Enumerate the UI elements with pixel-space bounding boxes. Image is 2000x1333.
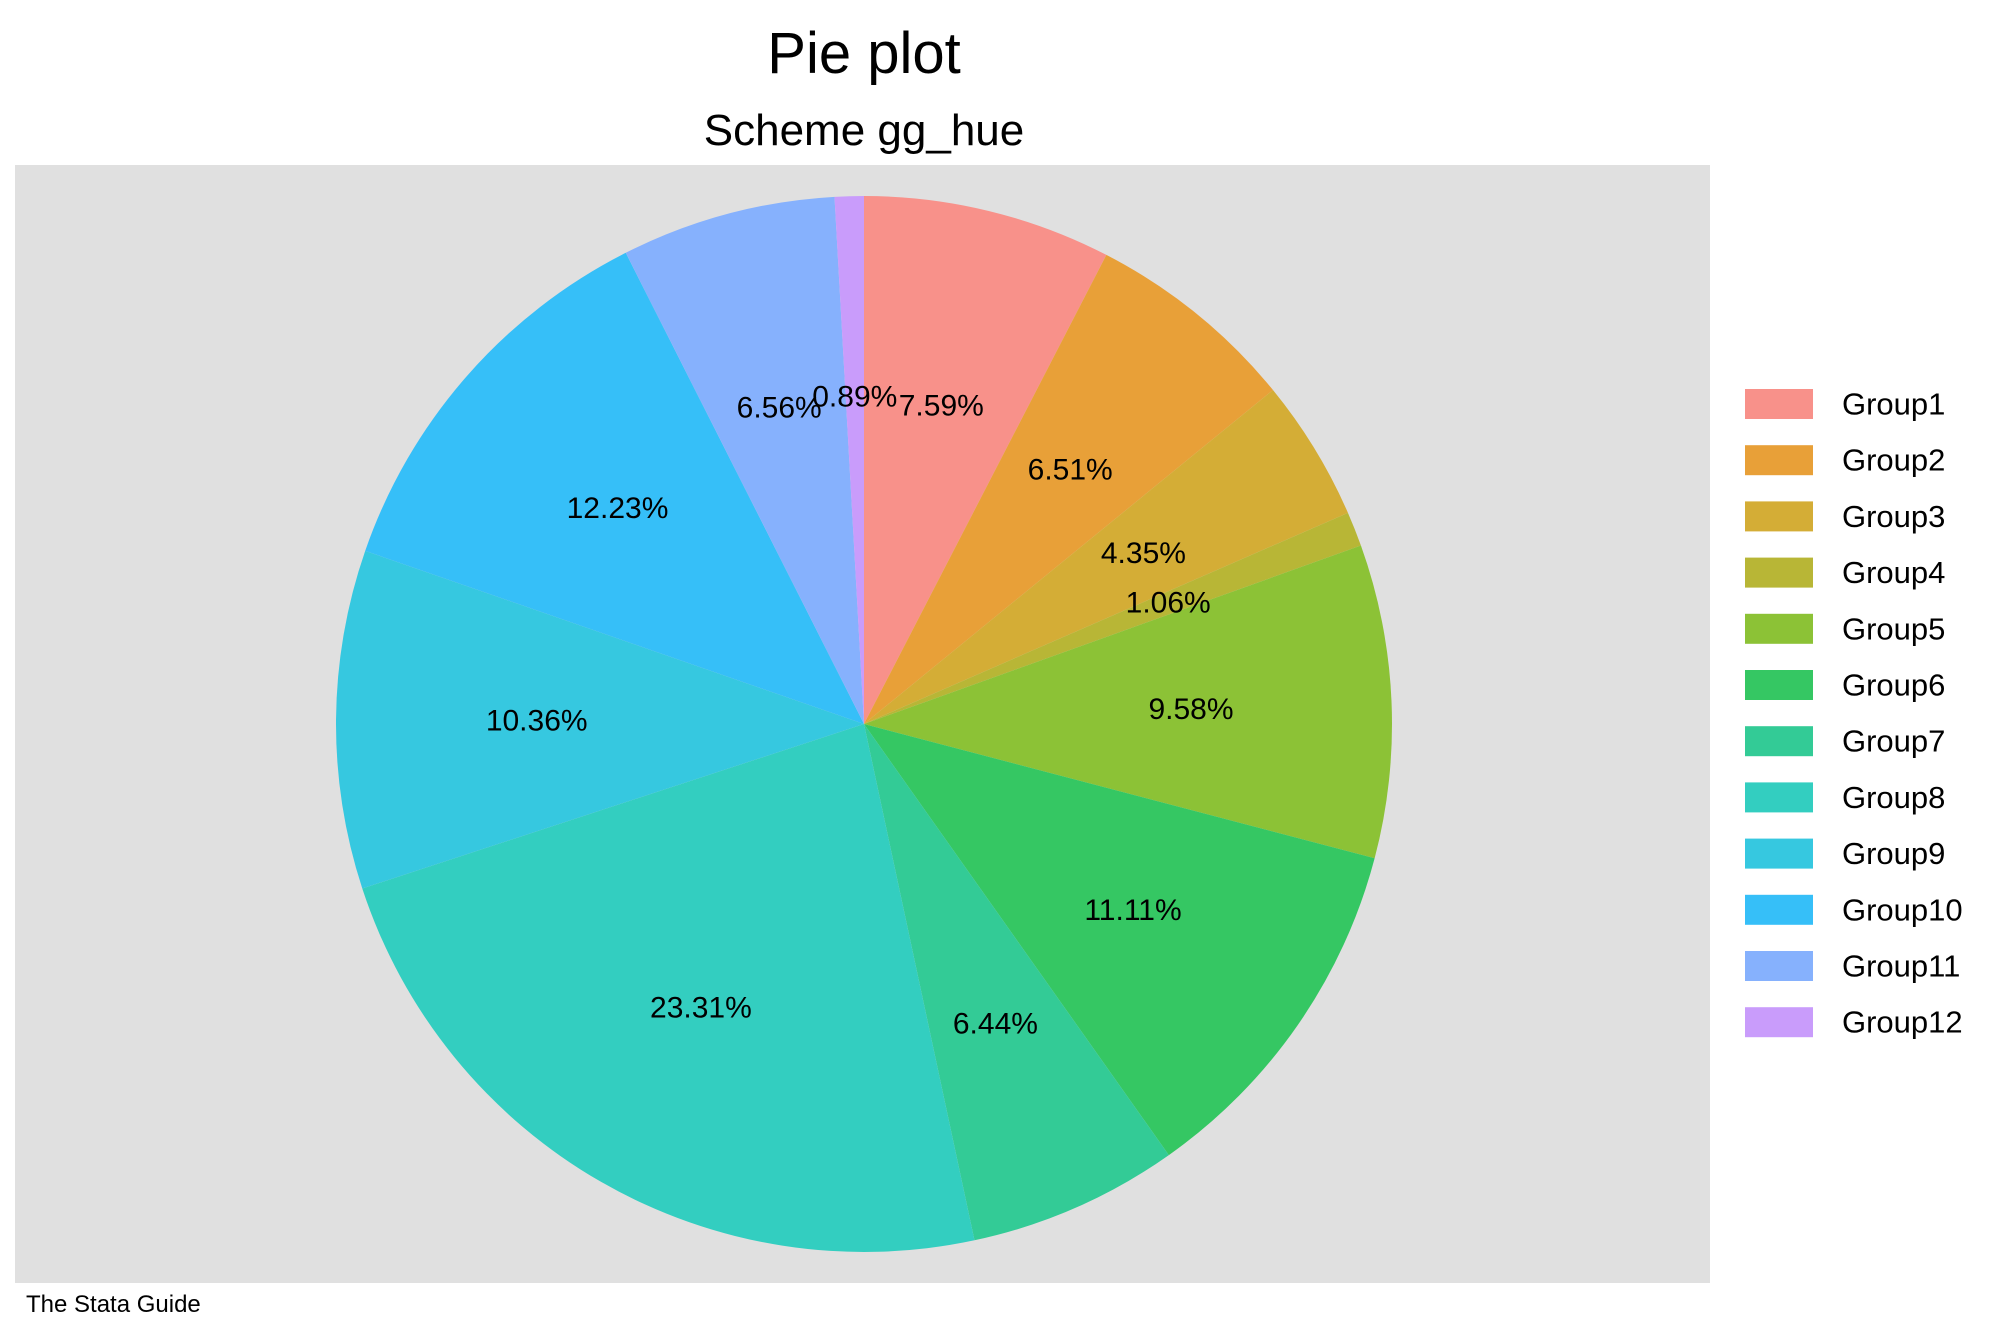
slice-label-group11: 6.56% (737, 391, 822, 424)
legend-label-group6: Group6 (1842, 668, 1945, 703)
slice-label-group9: 10.36% (486, 705, 588, 738)
legend-label-group2: Group2 (1842, 443, 1945, 478)
pie-slice-group11 (625, 196, 864, 724)
slice-label-group2: 6.51% (1028, 453, 1113, 486)
chart-title: Pie plot (767, 21, 960, 86)
pie-slice-labels: 7.59% 6.51% 4.35% 1.06% 9.58% 11.11% 6.44% 23.3… (486, 380, 1234, 1040)
legend-key-group5 (1745, 613, 1813, 644)
pie-slice-group5 (864, 545, 1393, 859)
pie-slice-group2 (864, 254, 1273, 725)
legend-key-group1 (1745, 389, 1813, 419)
pie-slice-group9 (335, 550, 864, 889)
legend-key-group2 (1745, 445, 1813, 476)
legend-label-group9: Group9 (1842, 836, 1945, 871)
legend-label-group1: Group1 (1842, 387, 1945, 422)
legend-key-group8 (1745, 782, 1813, 813)
slice-label-group6: 11.11% (1084, 894, 1181, 927)
legend-key-group9 (1745, 838, 1813, 869)
legend-label-group8: Group8 (1842, 780, 1945, 815)
legend-label-group7: Group7 (1842, 724, 1945, 759)
legend-key-group7 (1745, 726, 1813, 757)
pie-slice-group1 (864, 196, 1107, 724)
legend-key-group4 (1745, 557, 1813, 588)
legend-key-group6 (1745, 670, 1813, 700)
legend-label-group5: Group5 (1842, 611, 1945, 646)
pie-slice-group10 (365, 252, 864, 724)
legend-key-group10 (1745, 894, 1813, 925)
slice-label-group1: 7.59% (899, 389, 984, 422)
slice-label-group8: 23.31% (650, 991, 752, 1024)
legend-label-group10: Group10 (1842, 892, 1963, 927)
slice-label-group5: 9.58% (1148, 693, 1233, 726)
pie-slice-group12 (834, 196, 864, 724)
slice-label-group10: 12.23% (567, 492, 669, 525)
slice-label-group7: 6.44% (953, 1007, 1038, 1040)
legend-key-group3 (1745, 501, 1813, 532)
pie-slices (335, 196, 1393, 1253)
slice-label-group3: 4.35% (1101, 537, 1186, 570)
legend-label-group12: Group12 (1842, 1005, 1963, 1040)
legend-label-group11: Group11 (1842, 949, 1960, 984)
pie-slice-group3 (864, 390, 1348, 724)
legend-label-group4: Group4 (1842, 555, 1945, 590)
legend-key-group12 (1745, 1007, 1813, 1038)
pie-slice-group4 (864, 512, 1361, 724)
pie-slice-group7 (864, 724, 1169, 1241)
slice-label-group12: 0.89% (812, 380, 897, 413)
slice-label-group4: 1.06% (1126, 587, 1211, 620)
pie-slice-group6 (864, 724, 1375, 1156)
chart-note: The Stata Guide (26, 1291, 201, 1318)
legend: Group1 Group2 Group3 Group4 Group5 Group6 Grou… (1745, 387, 1963, 1040)
legend-label-group3: Group3 (1842, 499, 1945, 534)
chart-subtitle: Scheme gg_hue (704, 106, 1024, 155)
pie-slice-group8 (362, 724, 975, 1253)
legend-key-group11 (1745, 951, 1813, 981)
